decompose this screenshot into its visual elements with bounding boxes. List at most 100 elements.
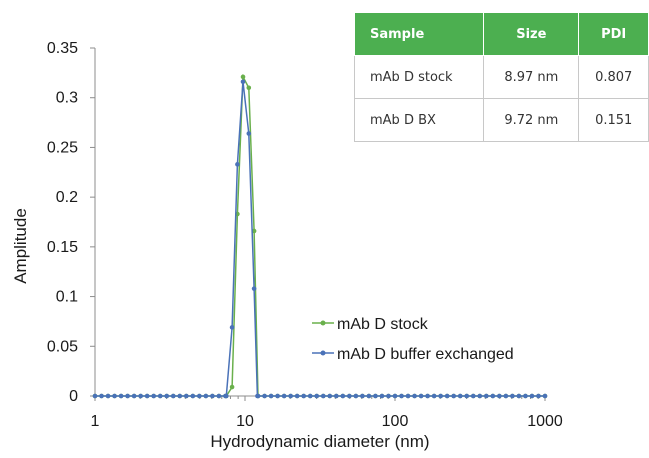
data-point <box>444 393 450 399</box>
data-point <box>497 393 502 399</box>
legend-label: mAb D buffer exchanged <box>337 346 514 363</box>
data-point <box>138 393 143 399</box>
data-point <box>301 393 306 399</box>
data-point <box>190 393 196 399</box>
data-point <box>431 393 437 399</box>
data-point <box>477 393 483 399</box>
data-point <box>327 393 333 399</box>
data-point <box>240 74 246 80</box>
data-point <box>131 393 137 399</box>
series-1 <box>92 79 548 399</box>
column-header-pdi: PDI <box>578 12 649 56</box>
column-header-size: Size <box>483 12 580 56</box>
data-point <box>294 393 300 399</box>
pdi-cell: 0.807 <box>578 55 649 99</box>
legend-swatch-marker <box>320 320 326 326</box>
y-tick-label: 0.35 <box>47 40 78 57</box>
data-point <box>490 393 496 399</box>
legend: mAb D stock mAb D buffer exchanged <box>312 316 514 363</box>
legend-label: mAb D stock <box>337 316 429 333</box>
data-point <box>223 393 229 399</box>
data-point <box>203 393 209 399</box>
data-point <box>347 393 352 399</box>
y-tick-label: 0.3 <box>56 90 78 107</box>
table-header-row: Sample Size PDI <box>353 12 649 56</box>
data-point <box>451 393 456 399</box>
data-point <box>105 393 111 399</box>
data-point <box>118 393 124 399</box>
data-point <box>353 393 359 399</box>
x-tick-label: 1 <box>91 413 100 430</box>
data-point <box>484 393 489 399</box>
data-point <box>288 393 293 399</box>
data-point <box>457 393 463 399</box>
data-point <box>464 393 470 399</box>
data-point <box>197 393 202 399</box>
y-tick-label: 0.2 <box>56 189 78 206</box>
data-point <box>360 393 365 399</box>
data-point <box>340 393 346 399</box>
data-point <box>177 393 183 399</box>
data-point <box>412 393 417 399</box>
data-point <box>251 286 257 291</box>
data-point <box>229 325 235 330</box>
data-point <box>542 393 548 399</box>
x-tick-label: 10 <box>236 413 254 430</box>
data-point <box>314 393 320 399</box>
y-tick-label: 0.05 <box>47 338 78 355</box>
data-point <box>112 393 117 399</box>
table-row: mAb D BX 9.72 nm 0.151 <box>353 98 649 142</box>
data-point <box>366 393 372 399</box>
y-tick-label: 0.15 <box>47 239 78 256</box>
data-point <box>392 393 398 399</box>
data-point <box>229 384 235 390</box>
data-point <box>281 393 287 399</box>
pdi-cell: 0.151 <box>578 98 649 142</box>
x-axis: 1 10 100 1000 <box>91 395 563 430</box>
data-point <box>170 393 176 399</box>
y-axis: 0 0.05 0.1 0.15 0.2 0.25 0.3 0.35 <box>47 40 96 405</box>
data-point <box>164 393 170 399</box>
data-point <box>470 393 476 399</box>
data-point <box>307 393 313 399</box>
data-point <box>373 393 378 399</box>
data-point <box>235 162 240 167</box>
data-point <box>516 393 522 399</box>
data-point <box>251 228 257 234</box>
size-cell: 8.97 nm <box>483 55 580 99</box>
legend-swatch-marker <box>320 350 326 356</box>
data-point <box>151 393 156 399</box>
y-tick-label: 0 <box>69 388 78 405</box>
data-point <box>523 393 528 399</box>
x-tick-label: 100 <box>382 413 409 430</box>
x-axis-title: Hydrodynamic diameter (nm) <box>210 432 429 451</box>
y-tick-label: 0.25 <box>47 139 78 156</box>
data-point <box>240 79 246 85</box>
data-point <box>216 393 222 399</box>
data-point <box>529 393 535 399</box>
data-point <box>503 393 509 399</box>
x-tick-label: 1000 <box>527 413 563 430</box>
data-point <box>184 393 189 399</box>
data-point <box>157 393 163 399</box>
data-point <box>246 85 252 91</box>
series-layer <box>92 73 548 399</box>
data-point <box>405 393 411 399</box>
data-point <box>92 393 98 399</box>
data-point <box>246 131 252 136</box>
data-point <box>386 393 391 399</box>
column-header-sample: Sample <box>353 12 485 56</box>
data-point <box>125 393 130 399</box>
data-point <box>99 393 104 399</box>
sample-cell: mAb D stock <box>353 55 485 99</box>
data-point <box>379 393 385 399</box>
y-tick-label: 0.1 <box>56 289 78 306</box>
data-point <box>262 393 267 399</box>
y-axis-title: Amplitude <box>11 208 30 284</box>
table-row: mAb D stock 8.97 nm 0.807 <box>353 55 649 99</box>
data-point <box>438 393 443 399</box>
size-cell: 9.72 nm <box>483 98 580 142</box>
data-point <box>510 393 515 399</box>
sample-cell: mAb D BX <box>353 98 485 142</box>
data-point <box>268 393 274 399</box>
